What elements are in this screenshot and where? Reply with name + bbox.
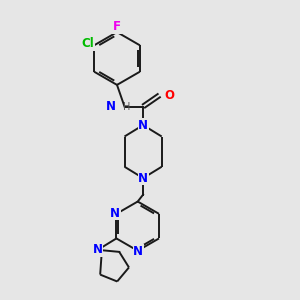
Text: H: H bbox=[123, 102, 131, 112]
Text: N: N bbox=[106, 100, 116, 113]
Text: N: N bbox=[110, 207, 120, 220]
Text: N: N bbox=[138, 118, 148, 132]
Text: N: N bbox=[133, 245, 143, 258]
Text: N: N bbox=[138, 172, 148, 184]
Text: F: F bbox=[113, 20, 121, 33]
Text: Cl: Cl bbox=[81, 37, 94, 50]
Text: N: N bbox=[93, 243, 103, 256]
Text: O: O bbox=[164, 88, 174, 102]
